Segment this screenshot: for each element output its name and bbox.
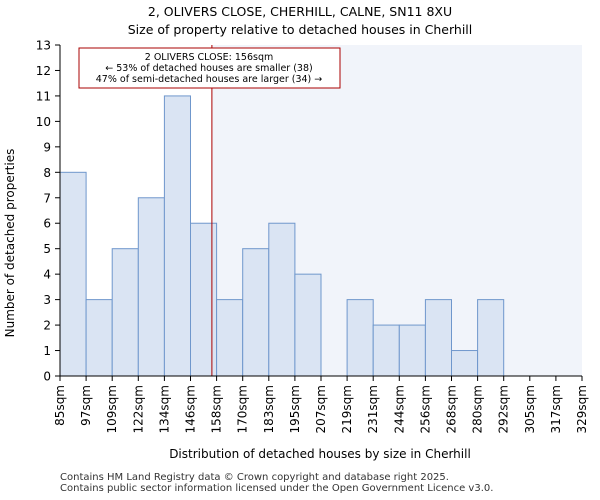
bar-122sqm: [137, 197, 165, 377]
x-tick-label: 158sqm: [210, 385, 224, 433]
chart-subtitle: Size of property relative to detached ho…: [127, 22, 473, 37]
bar-231sqm: [372, 324, 400, 377]
x-tick-label: 122sqm: [131, 385, 145, 433]
annotation-line-1: 2 OLIVERS CLOSE: 156sqm: [145, 52, 273, 63]
x-tick-label: 280sqm: [471, 385, 485, 433]
x-tick-label: 317sqm: [549, 385, 563, 433]
y-tick-label: 10: [36, 115, 51, 129]
bar-256sqm: [424, 299, 452, 377]
y-tick-label: 5: [43, 242, 51, 256]
bar-146sqm: [190, 222, 218, 377]
bar-85sqm: [59, 171, 87, 377]
y-tick-label: 7: [43, 191, 51, 205]
x-tick-label: 268sqm: [445, 385, 459, 433]
bar-244sqm: [398, 324, 426, 377]
y-tick-label: 4: [43, 268, 51, 282]
x-tick-label: 256sqm: [418, 385, 432, 433]
y-tick-label: 13: [36, 39, 51, 53]
y-tick-label: 9: [43, 140, 51, 154]
x-tick-label: 219sqm: [340, 385, 354, 433]
x-tick-label: 195sqm: [288, 385, 302, 433]
x-tick-label: 231sqm: [366, 385, 380, 433]
x-tick-label: 292sqm: [497, 385, 511, 433]
y-axis-label: Number of detached properties: [3, 149, 17, 338]
y-tick-label: 0: [43, 370, 51, 384]
annotation-line-3: 47% of semi-detached houses are larger (…: [96, 74, 323, 85]
y-tick-label: 12: [36, 64, 51, 78]
x-tick-label: 244sqm: [392, 385, 406, 433]
bar-109sqm: [111, 248, 139, 377]
x-tick-label: 305sqm: [523, 385, 537, 433]
y-tick-label: 2: [43, 319, 51, 333]
bar-170sqm: [242, 248, 270, 377]
bar-134sqm: [163, 95, 191, 377]
bar-280sqm: [477, 299, 505, 377]
bar-97sqm: [85, 299, 113, 377]
x-tick-label: 170sqm: [236, 385, 250, 433]
x-tick-label: 207sqm: [314, 385, 328, 433]
x-tick-label: 134sqm: [157, 385, 171, 433]
x-tick-label: 183sqm: [262, 385, 276, 433]
y-tick-label: 1: [43, 344, 51, 358]
bar-219sqm: [346, 299, 374, 377]
bar-195sqm: [294, 273, 322, 377]
y-tick-label: 11: [36, 89, 51, 103]
x-tick-label: 146sqm: [184, 385, 198, 433]
footer-line-2: Contains public sector information licen…: [60, 483, 494, 494]
x-tick-label: 329sqm: [575, 385, 589, 433]
x-tick-label: 85sqm: [53, 385, 67, 426]
x-tick-label: 97sqm: [79, 385, 93, 426]
y-tick-label: 8: [43, 166, 51, 180]
annotation-box: 2 OLIVERS CLOSE: 156sqm ← 53% of detache…: [78, 47, 341, 89]
y-tick-label: 3: [43, 293, 51, 307]
x-tick-label: 109sqm: [105, 385, 119, 433]
x-axis-label: Distribution of detached houses by size …: [169, 447, 471, 461]
bar-183sqm: [268, 222, 296, 377]
footer-line-1: Contains HM Land Registry data © Crown c…: [60, 472, 449, 483]
annotation-line-2: ← 53% of detached houses are smaller (38…: [105, 63, 312, 74]
bar-158sqm: [216, 299, 244, 377]
bar-268sqm: [451, 350, 479, 377]
chart-title: 2, OLIVERS CLOSE, CHERHILL, CALNE, SN11 …: [147, 4, 453, 19]
y-tick-label: 6: [43, 217, 51, 231]
